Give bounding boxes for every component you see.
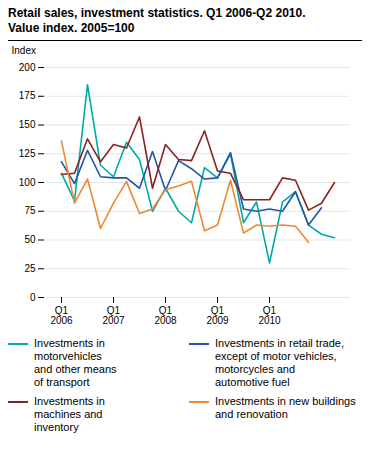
svg-text:50: 50	[24, 234, 36, 245]
svg-text:Q12007: Q12007	[102, 305, 125, 326]
svg-text:150: 150	[19, 119, 36, 130]
svg-text:175: 175	[19, 90, 36, 101]
svg-text:125: 125	[19, 148, 36, 159]
html-text:Investments in retail trade, e: Investments in retail trade, except of m…	[215, 337, 344, 388]
html-text:Investments in machines and in: Investments in machines and inventory	[34, 395, 105, 433]
svg-text:100: 100	[19, 177, 36, 188]
svg-text:Q12006: Q12006	[50, 305, 73, 326]
svg-text:75: 75	[24, 205, 36, 216]
svg-text:Q12010: Q12010	[258, 305, 281, 326]
svg-text:200: 200	[19, 62, 36, 73]
svg-text:Q12009: Q12009	[206, 305, 229, 326]
svg-text:Index: Index	[12, 45, 36, 56]
svg-text:Q12008: Q12008	[154, 305, 177, 326]
svg-text:0: 0	[30, 292, 36, 303]
html-text:Investments in motorvehicles a: Investments in motorvehicles and other m…	[34, 337, 117, 388]
svg-text:25: 25	[24, 263, 36, 274]
html-text:Value index. 2005=100: Value index. 2005=100	[8, 21, 135, 35]
html-text:Investments in new buildings a: Investments in new buildings and renovat…	[215, 395, 356, 420]
html-text:Retail sales, investment stati: Retail sales, investment statistics. Q1 …	[8, 6, 306, 20]
